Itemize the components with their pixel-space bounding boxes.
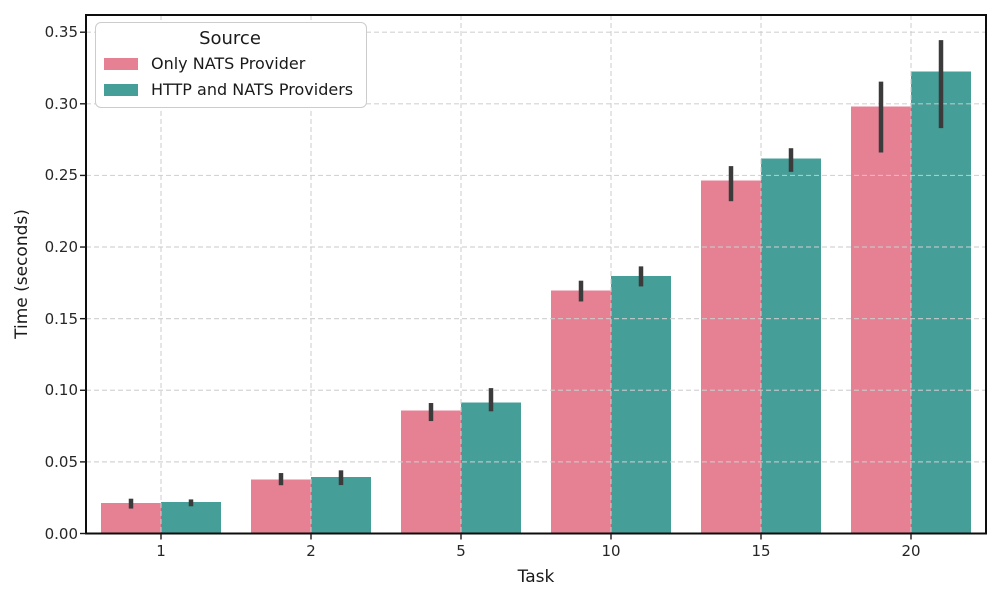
y-tick-label: 0.30 bbox=[44, 94, 78, 113]
plot-frame bbox=[85, 14, 987, 535]
y-axis-label: Time (seconds) bbox=[12, 209, 32, 339]
legend: Source Only NATS Provider HTTP and NATS … bbox=[95, 22, 367, 108]
x-tick-label: 20 bbox=[901, 541, 921, 560]
y-tick-label: 0.20 bbox=[44, 238, 78, 257]
y-tick-label: 0.10 bbox=[44, 381, 78, 400]
bar-http-and-nats-providers-task-5 bbox=[461, 402, 521, 534]
y-tick-label: 0.00 bbox=[44, 524, 78, 543]
bar-only-nats-provider-task-20 bbox=[851, 106, 911, 534]
legend-title: Source bbox=[199, 28, 261, 49]
legend-entry-label: Only NATS Provider bbox=[151, 54, 306, 73]
x-tick-label: 5 bbox=[456, 541, 466, 560]
y-tick-label: 0.05 bbox=[44, 452, 78, 471]
bar-only-nats-provider-task-10 bbox=[551, 290, 611, 534]
bar-http-and-nats-providers-task-10 bbox=[611, 275, 671, 534]
bar-only-nats-provider-task-5 bbox=[401, 410, 461, 534]
y-tick-label: 0.15 bbox=[44, 309, 78, 328]
bar-only-nats-provider-task-2 bbox=[251, 479, 311, 534]
bar-only-nats-provider-task-15 bbox=[701, 180, 761, 534]
legend-entry: Only NATS Provider bbox=[104, 54, 356, 73]
x-tick-label: 15 bbox=[751, 541, 771, 560]
x-axis-label: Task bbox=[517, 567, 555, 587]
x-tick-label: 10 bbox=[601, 541, 621, 560]
legend-entry-label: HTTP and NATS Providers bbox=[151, 80, 354, 99]
series-0-swatch bbox=[104, 57, 138, 70]
bar-http-and-nats-providers-task-15 bbox=[761, 158, 821, 534]
bar-http-and-nats-providers-task-2 bbox=[311, 476, 371, 534]
x-tick-label: 2 bbox=[306, 541, 316, 560]
legend-entry: HTTP and NATS Providers bbox=[104, 80, 356, 99]
x-tick-label: 1 bbox=[156, 541, 166, 560]
y-tick-label: 0.25 bbox=[44, 166, 78, 185]
bar-http-and-nats-providers-task-20 bbox=[911, 71, 971, 534]
series-1-swatch bbox=[104, 83, 138, 96]
bar-http-and-nats-providers-task-1 bbox=[161, 501, 221, 534]
y-tick-label: 0.35 bbox=[44, 23, 78, 42]
